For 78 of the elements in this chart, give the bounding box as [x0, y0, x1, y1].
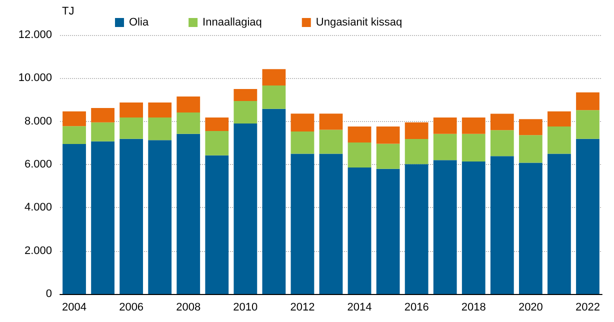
bar: [518, 135, 542, 163]
bar: [319, 154, 343, 294]
bar: [548, 126, 571, 154]
bar: [120, 138, 144, 294]
x-tick-label: 2018: [461, 302, 486, 314]
bar: [490, 156, 514, 294]
bar: [262, 69, 286, 86]
bar: [148, 117, 172, 140]
bar: [176, 134, 200, 294]
bar: [404, 122, 428, 140]
bar: [262, 86, 286, 109]
y-tick-label: 4.000: [24, 202, 52, 214]
bar: [462, 161, 486, 294]
bar: [120, 117, 144, 139]
bar: [319, 114, 343, 130]
bar: [518, 162, 542, 294]
bar: [62, 111, 86, 126]
bar: [176, 112, 200, 134]
x-tick-label: 2014: [347, 302, 372, 314]
legend-label: Olia: [129, 16, 150, 28]
x-tick-label: 2010: [233, 302, 258, 314]
bar: [91, 122, 114, 142]
bar: [348, 168, 372, 294]
y-axis-title: TJ: [62, 6, 74, 18]
bar: [148, 140, 172, 294]
bar: [348, 126, 372, 142]
bar: [205, 155, 229, 294]
bar: [91, 141, 114, 294]
x-tick-label: 2006: [119, 302, 144, 314]
x-tick-label: 2016: [404, 302, 429, 314]
bar: [376, 144, 400, 169]
bar: [376, 126, 400, 144]
y-tick-label: 10.000: [18, 72, 52, 84]
bar: [348, 142, 372, 168]
bar: [234, 88, 258, 102]
bar: [462, 134, 486, 162]
bar: [205, 117, 229, 132]
bar: [576, 138, 600, 294]
x-tick-label: 2008: [176, 302, 201, 314]
bar: [290, 114, 314, 132]
bar: [290, 154, 314, 294]
bar: [234, 123, 258, 294]
bar: [62, 126, 86, 144]
legend-label: Innaallagiaq: [202, 16, 262, 28]
y-tick-label: 0: [46, 288, 52, 300]
bar: [62, 144, 86, 294]
bar: [234, 101, 258, 124]
x-tick-label: 2022: [575, 302, 600, 314]
bar: [176, 96, 200, 112]
bar: [91, 108, 114, 122]
x-tick-label: 2012: [290, 302, 315, 314]
bar: [404, 164, 428, 294]
x-tick-label: 2004: [62, 302, 87, 314]
bar: [576, 110, 600, 139]
bar: [518, 119, 542, 136]
bar: [404, 139, 428, 164]
bar: [433, 117, 457, 134]
bar: [148, 102, 172, 118]
y-tick-label: 8.000: [24, 115, 52, 128]
bar: [548, 154, 571, 294]
bar: [319, 130, 343, 154]
bar: [548, 111, 571, 127]
bar: [120, 102, 144, 118]
x-tick-label: 2020: [518, 302, 543, 314]
bar: [490, 114, 514, 130]
y-tick-label: 6.000: [24, 158, 52, 170]
bar: [433, 160, 457, 294]
y-tick-label: 12.000: [18, 29, 52, 41]
bar: [376, 168, 400, 294]
y-tick-label: 2.000: [24, 244, 52, 257]
bar: [462, 117, 486, 134]
bar: [262, 108, 286, 294]
bar: [433, 134, 457, 160]
bar: [490, 130, 514, 156]
legend-label: Ungasianit kissaq: [316, 16, 402, 28]
bar: [576, 92, 600, 110]
bar: [205, 131, 229, 156]
bar: [290, 131, 314, 154]
